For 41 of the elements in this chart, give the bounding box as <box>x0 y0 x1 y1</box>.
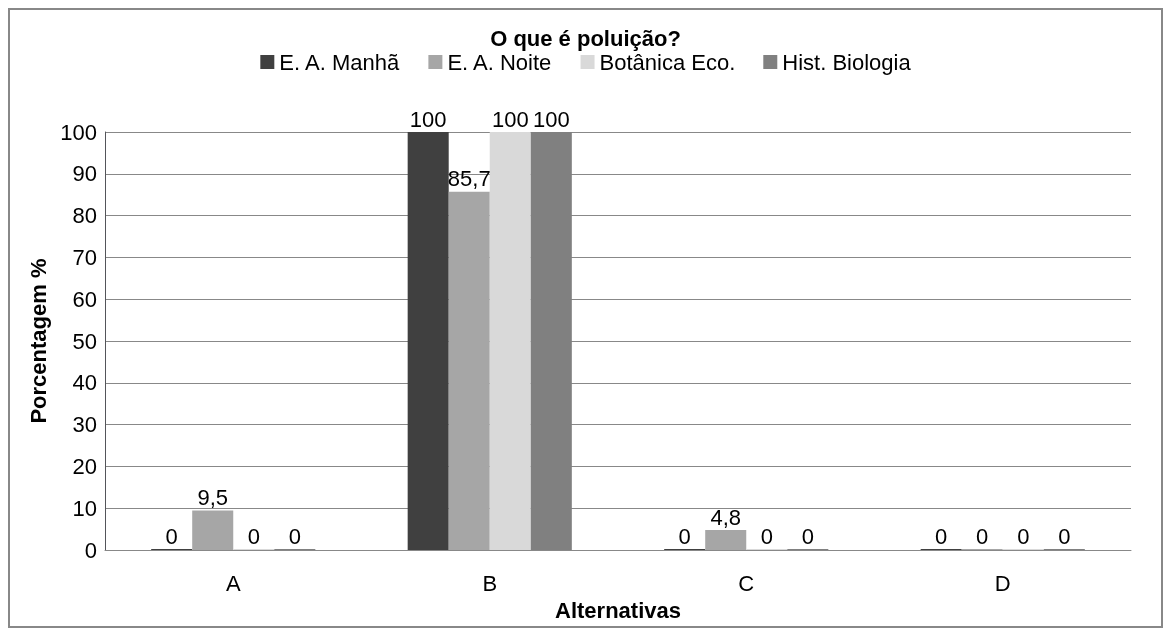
y-tick-label: 30 <box>72 412 97 438</box>
y-tick-label: 40 <box>72 370 97 396</box>
data-label: 0 <box>1017 523 1030 549</box>
data-label: 0 <box>678 523 691 549</box>
x-tick-label: A <box>225 570 241 596</box>
y-tick-label: 70 <box>72 244 97 270</box>
data-label: 0 <box>976 523 989 549</box>
y-tick-label: 100 <box>60 119 97 145</box>
bar <box>705 530 747 551</box>
bar <box>192 510 234 551</box>
y-tick-label: 50 <box>72 328 97 354</box>
data-label: 0 <box>760 523 773 549</box>
data-label: 0 <box>1058 523 1071 549</box>
x-tick-label: D <box>994 570 1011 596</box>
legend-label: Hist. Biologia <box>782 49 912 75</box>
data-label: 4,8 <box>710 504 742 530</box>
data-label: 0 <box>247 523 260 549</box>
data-label: 100 <box>491 106 529 132</box>
data-label: 0 <box>801 523 814 549</box>
y-tick-label: 0 <box>84 537 97 563</box>
y-tick-label: 10 <box>72 495 97 521</box>
data-label: 100 <box>532 106 570 132</box>
data-label: 100 <box>409 106 447 132</box>
data-label: 0 <box>935 523 948 549</box>
legend-label: E. A. Manhã <box>279 49 400 75</box>
y-tick-label: 60 <box>72 286 97 312</box>
data-label: 85,7 <box>447 166 491 192</box>
data-label: 0 <box>288 523 301 549</box>
x-tick-label: B <box>482 570 498 596</box>
chart-title: O que é poluição? <box>490 25 681 51</box>
y-axis-title: Porcentagem % <box>25 258 51 424</box>
bar <box>407 132 449 551</box>
bar <box>448 191 490 551</box>
y-tick-label: 90 <box>72 161 97 187</box>
y-tick-label: 80 <box>72 203 97 229</box>
data-label: 9,5 <box>197 484 229 510</box>
bar <box>489 132 531 551</box>
x-axis-title: Alternativas <box>555 597 681 623</box>
y-tick-label: 20 <box>72 453 97 479</box>
data-label: 0 <box>165 523 178 549</box>
x-tick-label: C <box>738 570 755 596</box>
